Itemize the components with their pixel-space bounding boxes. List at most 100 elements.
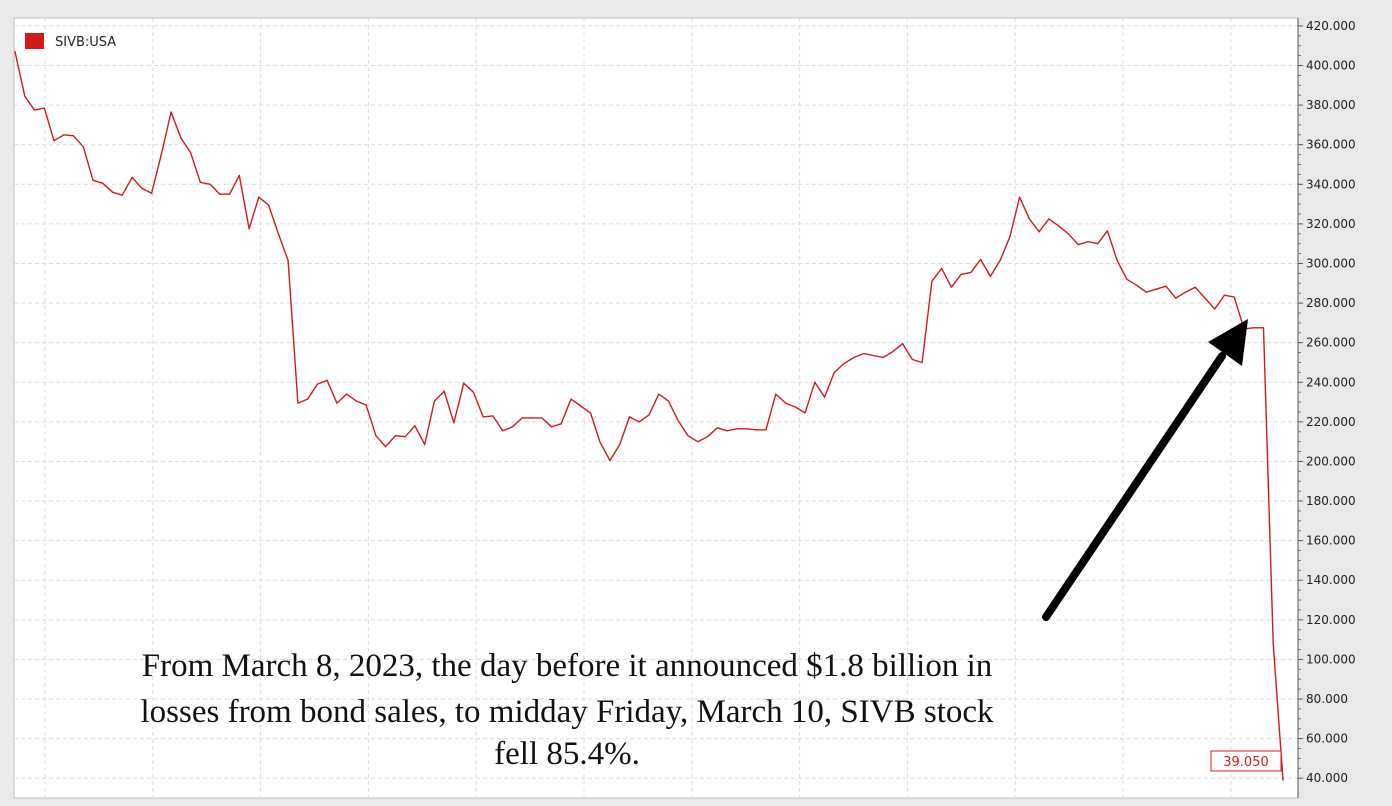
series-point [1253,327,1255,329]
series-point [823,396,826,398]
series-point [268,204,270,206]
grid [14,18,1298,798]
series-point [33,109,36,111]
annotation-arrow-shaft [1042,352,1226,621]
series-point [521,417,523,419]
series-point [765,429,767,431]
series-point [316,383,318,385]
series-point [980,258,982,261]
series-point [716,427,718,429]
series-point [1038,231,1040,233]
series-point [1262,327,1265,329]
series-point [1116,259,1118,262]
y-tick-label: 220.000 [1306,415,1356,429]
series-point [882,356,884,359]
last-value-box [1210,750,1282,772]
series-point [1136,284,1138,286]
series-point [92,179,94,181]
y-tick-label: 200.000 [1306,454,1356,468]
series-point [541,417,543,419]
series-point [43,107,45,109]
series-point [1204,297,1206,299]
legend-label: SIVB:USA [55,35,116,50]
series-point [794,406,796,408]
series-point [726,430,728,432]
annotation-line-1: From March 8, 2023, the day before it an… [142,648,993,684]
y-tick-label: 140.000 [1306,573,1356,587]
series-point [609,459,611,462]
series-point [336,402,338,404]
series-point [53,140,55,142]
series-point [258,196,260,198]
series-point [814,381,816,383]
series-point [82,146,84,148]
series-point [892,350,894,353]
y-tick-label: 260.000 [1306,336,1356,350]
y-tick-label: 300.000 [1306,256,1356,270]
series-point [492,415,494,417]
series-point [1106,230,1109,232]
series-point [902,343,904,345]
y-tick-label: 80.000 [1306,692,1348,706]
series-point [999,259,1001,262]
series-point [989,275,991,277]
series-point [843,362,845,365]
series-point [1009,236,1011,238]
series-point [1233,296,1235,298]
annotation-line-2: losses from bond sales, to midday Friday… [140,694,994,730]
series-point [1097,243,1099,245]
y-tick-label: 40.000 [1306,771,1348,785]
series-point [628,416,631,418]
series-point [570,398,572,400]
series-point [1155,288,1157,290]
y-tick-label: 120.000 [1306,613,1356,627]
last-value-label: 39.050 [1223,755,1269,770]
series-point [941,267,943,270]
y-tick-label: 180.000 [1306,494,1356,508]
series-point [736,428,738,430]
series-point [141,187,143,189]
legend-swatch [25,33,44,49]
series-point [1067,233,1070,235]
series-point [1282,779,1284,781]
y-tick-label: 400.000 [1306,59,1356,73]
series-point [531,417,533,419]
series-point [784,402,787,404]
series-point [443,390,445,392]
series-point [1272,642,1274,645]
series-point [1126,278,1128,280]
series-point [1077,244,1079,246]
series-point [619,444,621,446]
series-point [326,379,328,381]
series-point [1145,291,1148,293]
y-tick-label: 100.000 [1306,652,1356,666]
series-point [1175,297,1177,299]
plot-area [13,17,1299,799]
series-point [482,416,484,418]
series-point [170,111,172,113]
series-point [950,286,952,288]
series-point [63,134,65,136]
series-point [346,393,348,395]
series-point [72,135,75,137]
series-point [375,435,377,437]
series-point [209,183,211,185]
series-point [911,358,913,361]
series-point [248,228,250,230]
series-point [872,354,874,357]
annotation-arrow-head [1208,319,1248,366]
series-point [833,371,835,373]
y-tick-label: 60.000 [1306,732,1348,746]
series-point [219,193,221,195]
series-point [755,429,757,431]
series-point [24,95,26,97]
series-point [589,412,592,414]
series-point [502,430,504,432]
legend: SIVB:USA [25,33,116,50]
series-point [277,233,279,235]
series-point [648,414,650,416]
y-tick-label: 360.000 [1306,138,1356,152]
series-point [472,391,475,393]
series-point [287,259,289,262]
